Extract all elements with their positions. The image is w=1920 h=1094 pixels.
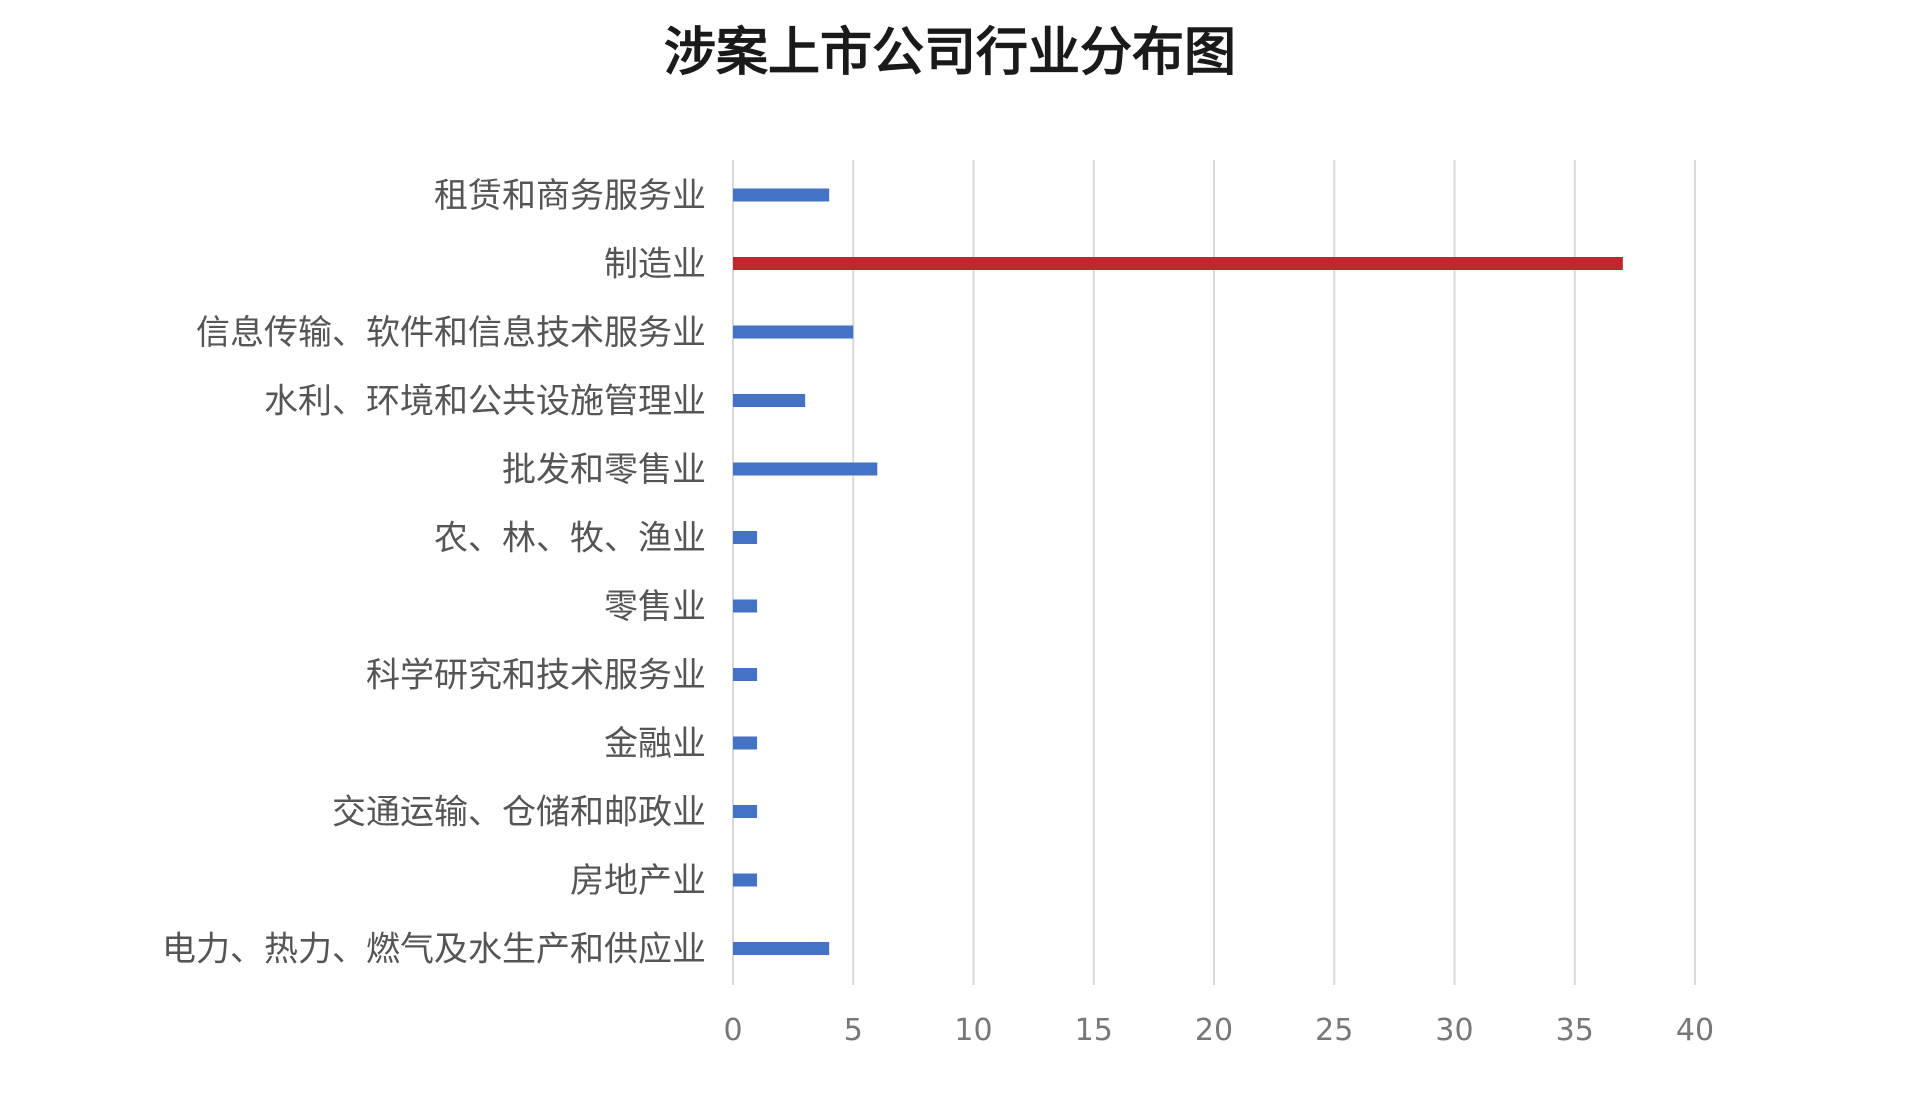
bars — [733, 188, 1623, 955]
bar — [733, 257, 1623, 270]
category-labels: 租赁和商务服务业制造业信息传输、软件和信息技术服务业水利、环境和公共设施管理业批… — [162, 176, 706, 970]
x-tick-label: 25 — [1315, 1013, 1353, 1048]
x-tick-label: 35 — [1556, 1013, 1594, 1048]
bar — [733, 188, 830, 202]
bar — [733, 805, 758, 818]
category-label: 批发和零售业 — [502, 450, 706, 490]
category-label: 农、林、牧、渔业 — [434, 519, 706, 559]
bar — [733, 599, 758, 613]
x-tick-label: 20 — [1195, 1013, 1233, 1048]
category-label: 交通运输、仓储和邮政业 — [332, 793, 706, 833]
category-label: 房地产业 — [570, 861, 706, 901]
x-axis-tick-labels: 0 5 10 15 20 25 30 35 40 — [723, 1013, 1714, 1048]
category-label: 信息传输、软件和信息技术服务业 — [196, 313, 706, 353]
bar — [733, 736, 758, 750]
bar — [733, 325, 854, 339]
bar — [733, 873, 758, 887]
x-tick-label: 15 — [1075, 1013, 1113, 1048]
category-label: 金融业 — [604, 724, 706, 764]
category-label: 租赁和商务服务业 — [434, 176, 706, 216]
bar — [733, 394, 806, 407]
category-label: 水利、环境和公共设施管理业 — [264, 382, 706, 422]
x-tick-label: 30 — [1435, 1013, 1473, 1048]
x-tick-label: 5 — [844, 1013, 863, 1048]
bar — [733, 942, 830, 955]
gridlines — [732, 160, 1696, 985]
x-tick-label: 10 — [954, 1013, 992, 1048]
category-label: 制造业 — [604, 245, 706, 285]
bar — [733, 531, 758, 544]
category-label: 电力、热力、燃气及水生产和供应业 — [162, 930, 706, 970]
x-tick-label: 0 — [723, 1013, 742, 1048]
bar — [733, 462, 878, 476]
category-label: 科学研究和技术服务业 — [366, 656, 706, 696]
x-tick-label: 40 — [1676, 1013, 1714, 1048]
chart-title: 涉案上市公司行业分布图 — [664, 23, 1236, 83]
bar — [733, 668, 758, 681]
category-label: 零售业 — [604, 587, 706, 627]
